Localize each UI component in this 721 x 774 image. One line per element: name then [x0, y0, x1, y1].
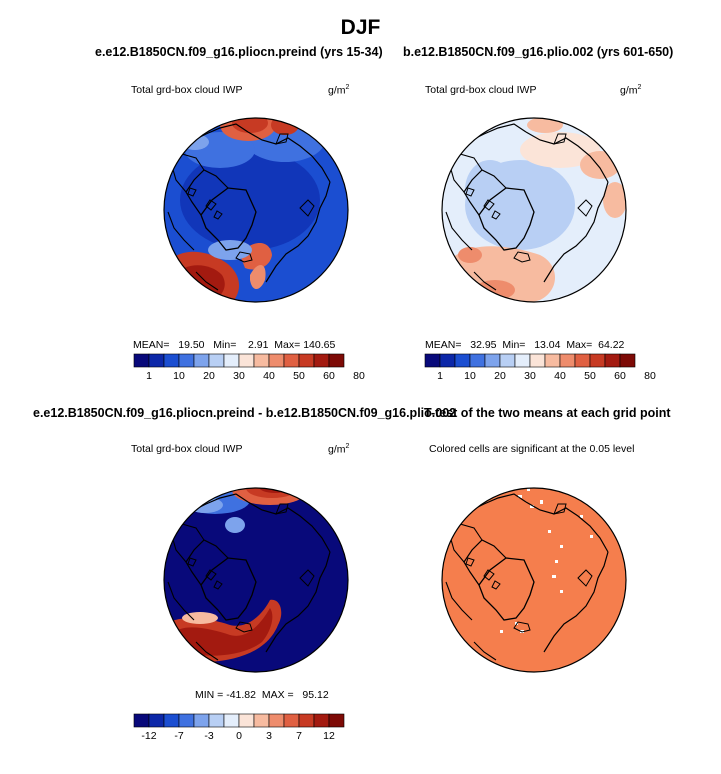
colorbar-box: [268, 353, 285, 368]
colorbar-box: [193, 353, 210, 368]
colorbar-box: [148, 713, 165, 728]
colorbar-box: [223, 713, 240, 728]
colorbar-tick-label: 30: [233, 370, 245, 382]
colorbar-box: [424, 353, 441, 368]
colorbar-box: [208, 713, 225, 728]
colorbar-tick-label: 7: [296, 730, 302, 742]
colorbar-tick-label: 12: [323, 730, 335, 742]
colorbar-box: [469, 353, 486, 368]
panel3-map: [164, 488, 348, 672]
panel3-variable-label: Total grd-box cloud IWP: [131, 443, 243, 455]
colorbar-box: [223, 353, 240, 368]
panel1-map: [164, 118, 348, 302]
panel1-colorbar: [133, 353, 345, 368]
colorbar-box: [589, 353, 606, 368]
panel3-title: e.e12.B1850CN.f09_g16.pliocn.preind - b.…: [33, 406, 457, 420]
panel3-units: g/m2: [328, 443, 350, 456]
colorbar-box: [178, 353, 195, 368]
colorbar-box: [148, 353, 165, 368]
panel2-stats: MEAN= 32.95 Min= 13.04 Max= 64.22: [425, 339, 625, 351]
colorbar-tick-label: 40: [263, 370, 275, 382]
panel3-colorbar: [133, 713, 345, 728]
colorbar-tick-label: 60: [323, 370, 335, 382]
colorbar-box: [484, 353, 501, 368]
colorbar-tick-label: 10: [173, 370, 185, 382]
colorbar-tick-label: -12: [141, 730, 157, 742]
colorbar-box: [313, 353, 330, 368]
colorbar-box: [253, 713, 270, 728]
panel1-title: e.e12.B1850CN.f09_g16.pliocn.preind (yrs…: [95, 45, 383, 59]
colorbar-box: [178, 713, 195, 728]
colorbar-box: [238, 713, 255, 728]
panel4-subtitle: Colored cells are significant at the 0.0…: [429, 443, 635, 455]
colorbar-box: [193, 713, 210, 728]
colorbar-box: [514, 353, 531, 368]
colorbar-tick-label: 1: [146, 370, 152, 382]
colorbar-box: [238, 353, 255, 368]
panel2-map: [442, 118, 626, 302]
colorbar-box: [133, 713, 150, 728]
colorbar-tick-label: 50: [584, 370, 596, 382]
colorbar-box: [604, 353, 621, 368]
panel1-variable-label: Total grd-box cloud IWP: [131, 84, 243, 96]
colorbar-box: [574, 353, 591, 368]
colorbar-tick-label: 30: [524, 370, 536, 382]
colorbar-tick-label: 10: [464, 370, 476, 382]
colorbar-tick-label: 1: [437, 370, 443, 382]
panel2-colorbar: [424, 353, 636, 368]
panel4-map: [442, 488, 626, 672]
colorbar-box: [328, 353, 345, 368]
colorbar-tick-label: 60: [614, 370, 626, 382]
colorbar-tick-label: 20: [494, 370, 506, 382]
colorbar-box: [163, 713, 180, 728]
colorbar-box: [283, 713, 300, 728]
colorbar-box: [499, 353, 516, 368]
figure-title: DJF: [340, 16, 381, 39]
colorbar-tick-label: -7: [174, 730, 184, 742]
panel2-title: b.e12.B1850CN.f09_g16.plio.002 (yrs 601-…: [403, 45, 674, 59]
colorbar-box: [529, 353, 546, 368]
colorbar-box: [208, 353, 225, 368]
panel3-stats: MIN = -41.82 MAX = 95.12: [195, 689, 329, 701]
colorbar-box: [298, 353, 315, 368]
colorbar-box: [133, 353, 150, 368]
colorbar-tick-label: 50: [293, 370, 305, 382]
colorbar-box: [544, 353, 561, 368]
colorbar-box: [313, 713, 330, 728]
colorbar-box: [439, 353, 456, 368]
colorbar-box: [283, 353, 300, 368]
colorbar-tick-label: 3: [266, 730, 272, 742]
colorbar-tick-label: 80: [644, 370, 656, 382]
panel2-units: g/m2: [620, 84, 642, 97]
colorbar-tick-label: 80: [353, 370, 365, 382]
panel2-variable-label: Total grd-box cloud IWP: [425, 84, 537, 96]
panel1-stats: MEAN= 19.50 Min= 2.91 Max= 140.65: [133, 339, 336, 351]
colorbar-box: [559, 353, 576, 368]
colorbar-tick-label: -3: [204, 730, 214, 742]
panel1-units: g/m2: [328, 84, 350, 97]
colorbar-box: [298, 713, 315, 728]
colorbar-box: [619, 353, 636, 368]
colorbar-tick-label: 20: [203, 370, 215, 382]
colorbar-tick-label: 40: [554, 370, 566, 382]
colorbar-box: [268, 713, 285, 728]
colorbar-tick-label: 0: [236, 730, 242, 742]
colorbar-box: [163, 353, 180, 368]
panel4-title: T-test of the two means at each grid poi…: [424, 406, 671, 420]
colorbar-box: [328, 713, 345, 728]
colorbar-box: [253, 353, 270, 368]
colorbar-box: [454, 353, 471, 368]
